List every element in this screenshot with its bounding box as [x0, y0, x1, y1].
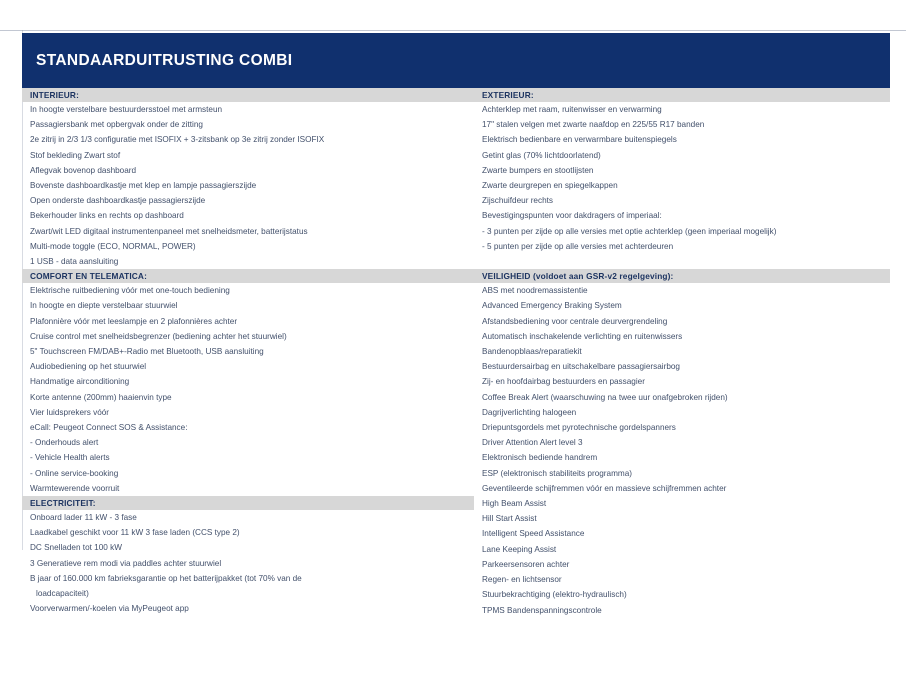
- list-item: Audiobediening op het stuurwiel: [30, 362, 147, 372]
- list-item: Handmatige airconditioning: [30, 377, 130, 387]
- list-item: Achterklep met raam, ruitenwisser en ver…: [482, 105, 662, 114]
- list-item: ESP (elektronisch stabiliteits programma…: [482, 468, 633, 478]
- list-item: In hoogte verstelbare bestuurdersstoel m…: [30, 105, 223, 114]
- list-item: 2e zitrij in 2/3 1/3 configuratie met IS…: [30, 135, 325, 145]
- list-item: Voorverwarmen/-koelen via MyPeugeot app: [30, 604, 189, 614]
- list-item: Lane Keeping Assist: [482, 544, 557, 554]
- spec-content: INTERIEUR: EXTERIEUR: In hoogte verstelb…: [22, 88, 890, 618]
- list-item: Bovenste dashboardkastje met klep en lam…: [30, 181, 257, 191]
- list-item: eCall: Peugeot Connect SOS & Assistance:: [30, 423, 188, 433]
- left-divider: [22, 30, 23, 550]
- list-item: DC Snelladen tot 100 kW: [30, 543, 122, 553]
- list-item: Plafonnière vóór met leeslampje en 2 pla…: [30, 316, 238, 326]
- section-header-electriciteit: ELECTRICITEIT:: [22, 496, 474, 510]
- list-item: In hoogte en diepte verstelbaar stuurwie…: [30, 301, 178, 311]
- section-band-electriciteit: ELECTRICITEIT:: [22, 496, 474, 511]
- list-item: Warmtewerende voorruit: [30, 483, 120, 493]
- list-item: Onboard lader 11 kW - 3 fase: [30, 513, 137, 523]
- list-item: Korte antenne (200mm) haaienvin type: [30, 392, 172, 402]
- list-item: Driepuntsgordels met pyrotechnische gord…: [482, 423, 676, 433]
- section-body-comfort-veiligheid: Elektrische ruitbediening vóór met one-t…: [22, 283, 890, 617]
- list-item: B jaar of 160.000 km fabrieksgarantie op…: [30, 573, 302, 583]
- list-item: Cruise control met snelheidsbegrenzer (b…: [30, 331, 287, 341]
- list-item: Getint glas (70% lichtdoorlatend): [482, 150, 601, 160]
- list-item: Bekerhouder links en rechts op dashboard: [30, 211, 184, 221]
- list-item: Automatisch inschakelende verlichting en…: [482, 331, 683, 341]
- section-label-electriciteit: ELECTRICITEIT:: [30, 497, 96, 508]
- section-label-comfort: COMFORT EN TELEMATICA:: [30, 271, 147, 282]
- list-item: - 3 punten per zijde op alle versies met…: [482, 226, 777, 236]
- section-band-comfort-veiligheid: COMFORT EN TELEMATICA: VEILIGHEID (voldo…: [22, 269, 890, 284]
- list-item: Geventileerde schijfremmen vóór en massi…: [482, 483, 727, 493]
- list-item: Bevestigingspunten voor dakdragers of im…: [482, 211, 662, 221]
- list-item: Intelligent Speed Assistance: [482, 529, 585, 539]
- list-item: loadcapaciteit): [36, 589, 89, 599]
- list-item: - Online service-booking: [30, 468, 119, 478]
- list-item: 3 Generatieve rem modi via paddles achte…: [30, 558, 222, 568]
- list-item: Stof bekleding Zwart stof: [30, 150, 121, 160]
- list-item: Aflegvak bovenop dashboard: [30, 165, 137, 175]
- list-veiligheid: ABS met noodremassistentie Advanced Emer…: [474, 283, 890, 617]
- list-item: Zijschuifdeur rechts: [482, 196, 553, 206]
- list-item: Bandenopblaas/reparatiekit: [482, 347, 582, 357]
- list-item: Open onderste dashboardkastje passagiers…: [30, 196, 206, 206]
- list-item: Zwarte deurgrepen en spiegelkappen: [482, 181, 618, 191]
- section-header-veiligheid: VEILIGHEID (voldoet aan GSR-v2 regelgevi…: [474, 269, 890, 283]
- section-header-comfort: COMFORT EN TELEMATICA:: [22, 269, 474, 283]
- list-item: TPMS Bandenspanningscontrole: [482, 605, 602, 615]
- list-comfort: Elektrische ruitbediening vóór met one-t…: [22, 283, 474, 617]
- list-item: Zwart/wit LED digitaal instrumentenpanee…: [30, 226, 308, 236]
- list-item: Hill Start Assist: [482, 514, 537, 524]
- list-item: Elektronisch bediende handrem: [482, 453, 598, 463]
- section-label-veiligheid: VEILIGHEID (voldoet aan GSR-v2 regelgevi…: [482, 271, 674, 282]
- top-divider: [0, 30, 906, 31]
- list-item: - Onderhouds alert: [30, 438, 99, 448]
- list-item: ABS met noodremassistentie: [482, 286, 588, 296]
- list-item: High Beam Assist: [482, 499, 547, 509]
- list-item: Laadkabel geschikt voor 11 kW 3 fase lad…: [30, 528, 240, 538]
- list-item: Passagiersbank met opbergvak onder de zi…: [30, 120, 203, 130]
- list-exterieur: Achterklep met raam, ruitenwisser en ver…: [474, 102, 890, 269]
- list-item: Coffee Break Alert (waarschuwing na twee…: [482, 392, 728, 402]
- section-body-interieur-exterieur: In hoogte verstelbare bestuurdersstoel m…: [22, 102, 890, 269]
- list-item: Zwarte bumpers en stootlijsten: [482, 165, 594, 175]
- list-item: Parkeersensoren achter: [482, 559, 570, 569]
- list-item: Bestuurdersairbag en uitschakelbare pass…: [482, 362, 680, 372]
- list-item: Afstandsbediening voor centrale deurverg…: [482, 316, 668, 326]
- list-item: Regen- en lichtsensor: [482, 575, 562, 585]
- list-item: Dagrijverlichting halogeen: [482, 407, 577, 417]
- list-interieur: In hoogte verstelbare bestuurdersstoel m…: [22, 102, 474, 269]
- list-item: - Vehicle Health alerts: [30, 453, 110, 463]
- document-header-bar: STANDAARDUITRUSTING COMBI: [22, 33, 890, 88]
- spacer: [482, 254, 890, 269]
- list-item: Driver Attention Alert level 3: [482, 438, 583, 448]
- section-header-exterieur: EXTERIEUR:: [474, 88, 890, 102]
- list-item: 1 USB - data aansluiting: [30, 257, 119, 267]
- section-header-interieur: INTERIEUR:: [22, 88, 474, 102]
- list-item: Zij- en hoofdairbag bestuurders en passa…: [482, 377, 645, 387]
- list-item: Elektrische ruitbediening vóór met one-t…: [30, 286, 230, 296]
- section-label-interieur: INTERIEUR:: [30, 89, 79, 100]
- list-item: Elektrisch bedienbare en verwarmbare bui…: [482, 135, 677, 145]
- list-item: Vier luidsprekers vóór: [30, 407, 110, 417]
- section-band-interieur-exterieur: INTERIEUR: EXTERIEUR:: [22, 88, 890, 102]
- section-label-exterieur: EXTERIEUR:: [482, 89, 534, 100]
- list-item: 17" stalen velgen met zwarte naafdop en …: [482, 120, 705, 130]
- list-item: Stuurbekrachtiging (elektro-hydraulisch): [482, 590, 627, 600]
- list-item: - 5 punten per zijde op alle versies met…: [482, 241, 674, 251]
- list-item: 5" Touchscreen FM/DAB+-Radio met Bluetoo…: [30, 347, 264, 357]
- page-title: STANDAARDUITRUSTING COMBI: [36, 51, 293, 69]
- list-item: Multi-mode toggle (ECO, NORMAL, POWER): [30, 241, 196, 251]
- list-item: Advanced Emergency Braking System: [482, 301, 622, 311]
